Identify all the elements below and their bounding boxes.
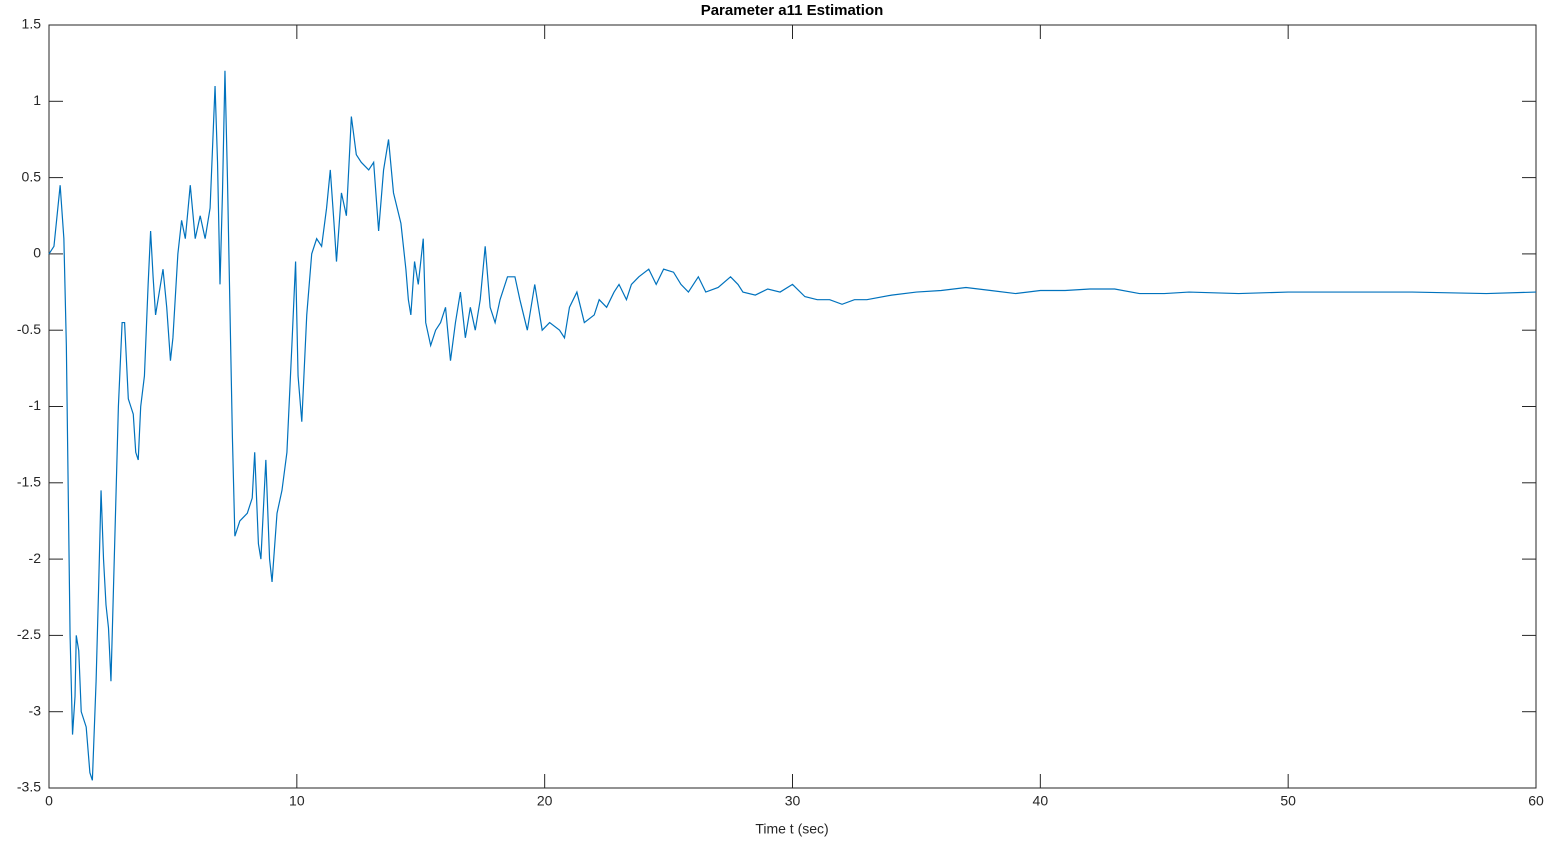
y-tick-label: -1 xyxy=(29,397,42,413)
x-tick-label: 0 xyxy=(45,793,53,809)
y-tick-label: -0.5 xyxy=(17,321,41,337)
y-tick-label: -2 xyxy=(29,550,42,566)
y-tick-label: 0 xyxy=(33,245,41,261)
plot-frame xyxy=(48,24,1537,789)
x-tick-label: 40 xyxy=(1033,793,1049,809)
y-tick-label: -1.5 xyxy=(17,474,41,490)
y-tick-label: -3.5 xyxy=(17,779,41,795)
x-tick-label: 60 xyxy=(1528,793,1544,809)
x-tick-label: 20 xyxy=(537,793,553,809)
y-tick-label: -2.5 xyxy=(17,626,41,642)
y-tick-label: 0.5 xyxy=(22,168,42,184)
y-tick-label: 1.5 xyxy=(22,16,42,32)
y-tick-label: 1 xyxy=(33,92,41,108)
chart-title: Parameter a11 Estimation xyxy=(701,2,884,19)
x-axis-label: Time t (sec) xyxy=(755,821,828,837)
x-tick-label: 10 xyxy=(289,793,305,809)
x-tick-label: 30 xyxy=(785,793,801,809)
y-tick-label: -3 xyxy=(29,702,42,718)
x-tick-label: 50 xyxy=(1280,793,1296,809)
data-line xyxy=(48,70,1537,781)
